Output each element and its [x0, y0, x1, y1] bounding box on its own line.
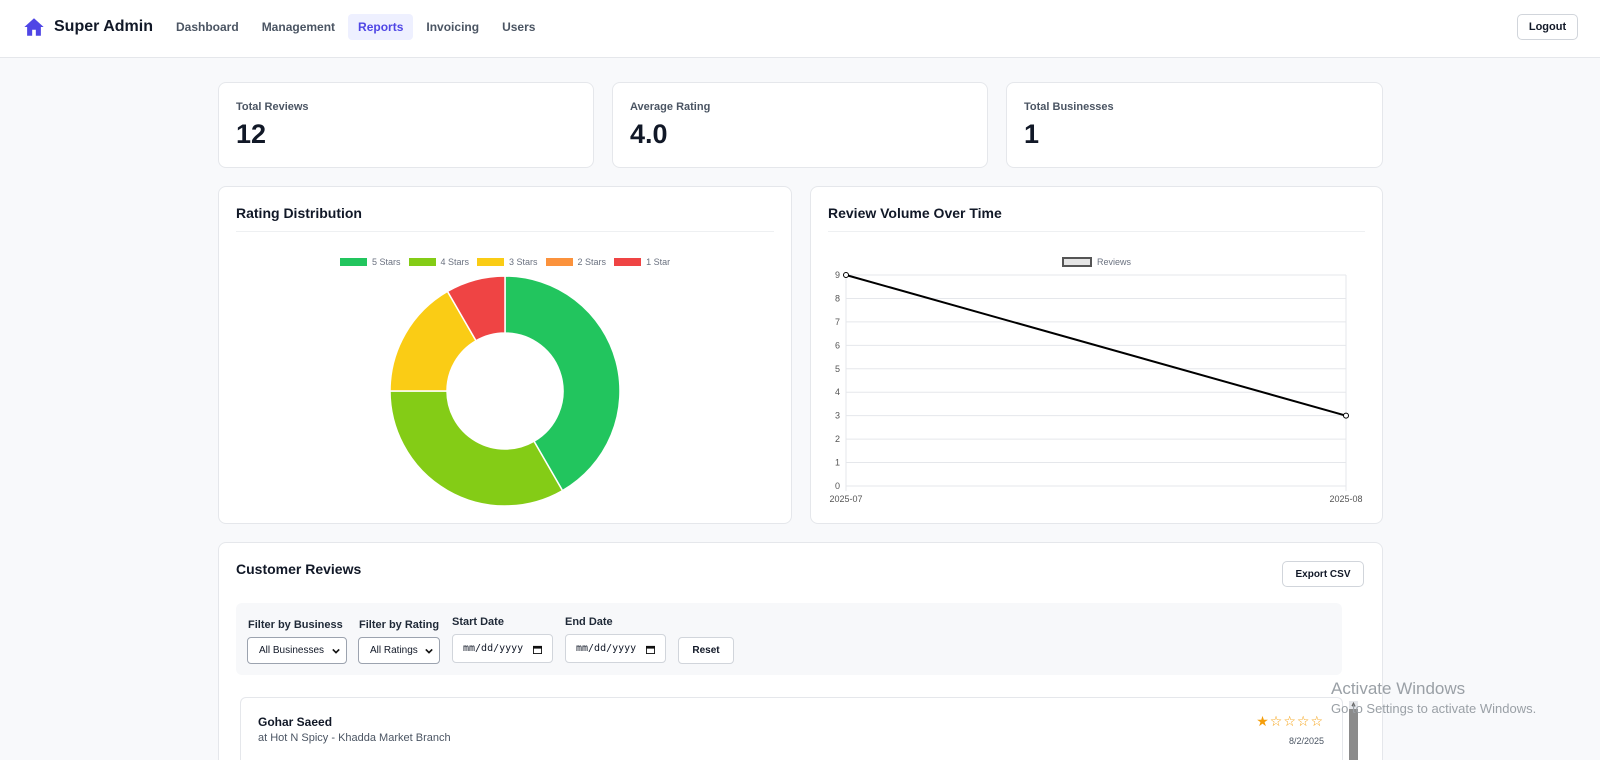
- nav-users[interactable]: Users: [502, 20, 536, 34]
- activate-windows-watermark: Activate Windows Go to Settings to activ…: [1331, 679, 1536, 716]
- reset-button[interactable]: Reset: [678, 637, 734, 664]
- end-date-label: End Date: [565, 616, 613, 628]
- stat-card-total-reviews: Total Reviews 12: [218, 82, 594, 168]
- start-date-input[interactable]: mm/dd/yyyy: [452, 634, 553, 663]
- brand[interactable]: Super Admin: [23, 16, 153, 38]
- legend-item-3-stars[interactable]: 3 Stars: [477, 257, 538, 267]
- legend-item-1-star[interactable]: 1 Star: [614, 257, 670, 267]
- review-date: 8/2/2025: [1288, 736, 1324, 746]
- watermark-title: Activate Windows: [1331, 679, 1466, 698]
- donut-slice-4-stars[interactable]: [389, 390, 564, 507]
- section-title: Customer Reviews: [236, 561, 362, 577]
- legend-item-reviews[interactable]: Reviews: [1062, 257, 1131, 267]
- home-icon: [24, 18, 44, 36]
- nav-management[interactable]: Management: [261, 20, 336, 34]
- y-tick-label: 0: [835, 481, 840, 491]
- end-date-placeholder: mm/dd/yyyy: [576, 643, 637, 654]
- stat-label: Average Rating: [630, 101, 711, 113]
- donut-slice-1-star[interactable]: [446, 275, 506, 342]
- y-tick-label: 9: [835, 270, 840, 280]
- y-tick-label: 4: [835, 387, 840, 397]
- star-rating: ★☆☆☆☆: [1256, 713, 1324, 729]
- calendar-icon[interactable]: [533, 645, 542, 654]
- legend-swatch: [1062, 257, 1092, 267]
- legend-swatch: [340, 258, 367, 266]
- nav-invoicing[interactable]: Invoicing: [426, 20, 480, 34]
- start-date-label: Start Date: [452, 616, 504, 628]
- legend-item-5-stars[interactable]: 5 Stars: [340, 257, 401, 267]
- main-nav: Dashboard Management Reports Invoicing U…: [166, 14, 548, 40]
- logout-button[interactable]: Logout: [1517, 14, 1578, 40]
- stat-card-average-rating: Average Rating 4.0: [612, 82, 988, 168]
- legend-item-4-stars[interactable]: 4 Stars: [408, 257, 470, 267]
- data-point[interactable]: [843, 272, 849, 278]
- legend-label: 4 Stars: [440, 257, 470, 267]
- chart-legend: 5 Stars 4 Stars 3 Stars 2 Stars 1 Star: [340, 257, 678, 267]
- brand-name: Super Admin: [54, 18, 153, 35]
- stat-value: 1: [1024, 119, 1040, 149]
- scrollbar-thumb[interactable]: [1349, 709, 1358, 760]
- stat-value: 12: [236, 119, 267, 149]
- data-point[interactable]: [1343, 412, 1349, 419]
- top-navbar: Super Admin Dashboard Management Reports…: [0, 0, 1600, 58]
- watermark-subtitle: Go to Settings to activate Windows.: [1331, 701, 1537, 716]
- y-tick-label: 3: [835, 411, 840, 421]
- export-csv-button[interactable]: Export CSV: [1282, 561, 1364, 587]
- chevron-down-icon: [425, 648, 433, 654]
- stat-card-total-businesses: Total Businesses 1: [1006, 82, 1383, 168]
- filter-bar: Filter by Business All Businesses Filter…: [236, 603, 1342, 675]
- stat-label: Total Businesses: [1024, 101, 1114, 113]
- chevron-down-icon: [332, 648, 340, 654]
- chart-legend: Reviews: [1062, 257, 1139, 267]
- legend-item-2-stars[interactable]: 2 Stars: [545, 257, 607, 267]
- business-select[interactable]: All Businesses: [247, 637, 347, 664]
- legend-swatch: [614, 258, 642, 266]
- stat-label: Total Reviews: [236, 101, 309, 113]
- y-tick-label: 7: [835, 317, 840, 327]
- filter-business-label: Filter by Business: [248, 619, 343, 631]
- legend-swatch: [545, 258, 573, 266]
- y-tick-label: 6: [835, 340, 840, 350]
- end-date-input[interactable]: mm/dd/yyyy: [565, 634, 666, 663]
- customer-reviews-card: Customer Reviews Export CSV Filter by Bu…: [218, 542, 1383, 760]
- reviewer-name: Gohar Saeed: [258, 715, 333, 729]
- review-item: Gohar Saeed at Hot N Spicy - Khadda Mark…: [240, 697, 1343, 760]
- reviews-scrollbar[interactable]: ▲: [1349, 701, 1358, 760]
- business-select-value: All Businesses: [259, 645, 325, 656]
- legend-label: 1 Star: [646, 257, 671, 267]
- y-tick-label: 5: [835, 364, 840, 374]
- series-line-reviews: [845, 274, 1347, 417]
- rating-donut-chart: [389, 275, 621, 507]
- nav-reports[interactable]: Reports: [348, 14, 414, 40]
- stat-value: 4.0: [630, 119, 668, 149]
- legend-swatch: [477, 258, 505, 266]
- review-business: at Hot N Spicy - Khadda Market Branch: [258, 732, 451, 744]
- donut-slice-5-stars[interactable]: [504, 275, 621, 492]
- panel-title: Rating Distribution: [236, 205, 362, 221]
- legend-label: 5 Stars: [372, 257, 401, 267]
- divider: [828, 231, 1365, 232]
- legend-label: Reviews: [1097, 257, 1132, 267]
- review-volume-card: Review Volume Over Time Reviews 0 1 2 3 4 5 6 7…: [810, 186, 1383, 524]
- x-tick-label: 2025-07: [829, 494, 862, 504]
- legend-swatch: [408, 258, 436, 266]
- x-tick-label: 2025-08: [1329, 494, 1362, 504]
- rating-select[interactable]: All Ratings: [358, 637, 440, 664]
- scroll-up-icon[interactable]: ▲: [1350, 701, 1357, 708]
- rating-distribution-card: Rating Distribution 5 Stars 4 Stars 3 St…: [218, 186, 792, 524]
- y-tick-label: 8: [835, 293, 840, 303]
- rating-select-value: All Ratings: [370, 645, 418, 656]
- calendar-icon[interactable]: [646, 645, 655, 654]
- divider: [236, 231, 774, 232]
- start-date-placeholder: mm/dd/yyyy: [463, 643, 524, 654]
- panel-title: Review Volume Over Time: [828, 205, 1002, 221]
- filter-rating-label: Filter by Rating: [359, 619, 440, 631]
- review-volume-line-chart: 0 1 2 3 4 5 6 7 8 9 2025-07 2025-08: [829, 270, 1362, 504]
- nav-dashboard[interactable]: Dashboard: [176, 20, 239, 34]
- y-tick-label: 1: [835, 458, 840, 468]
- legend-label: 2 Stars: [577, 257, 607, 267]
- y-tick-label: 2: [835, 434, 840, 444]
- legend-label: 3 Stars: [509, 257, 538, 267]
